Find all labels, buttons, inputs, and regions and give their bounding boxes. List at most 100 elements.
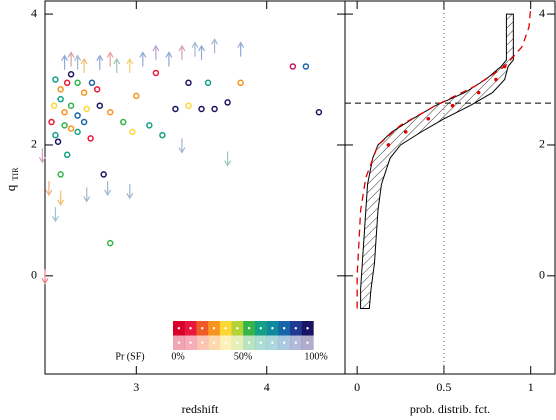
data-point [289,63,297,70]
colorbar-dot [282,327,286,330]
limit-arrow [38,148,46,164]
y-tick-label: 0 [539,268,545,282]
data-point [87,135,94,142]
limit-arrow [106,51,114,67]
limit-arrow [165,51,173,67]
y-tick-label: 2 [31,137,37,151]
median-point [386,143,391,147]
limit-arrow [74,54,82,70]
limit-arrow [211,38,219,54]
data-point [63,79,71,87]
colorbar-dot [189,341,192,344]
data-point [152,69,160,77]
data-point [129,128,136,136]
data-point [67,125,75,132]
limit-arrow [96,54,104,70]
data-point [52,76,59,83]
limit-arrow [126,184,134,200]
data-point [88,79,96,87]
data-point [48,118,55,126]
limit-arrow [237,41,245,57]
colorbar-tick-label: 0% [171,351,184,362]
colorbar-dot [247,327,251,330]
colorbar-dot [294,341,298,344]
x-axis-title: prob. distrib. fct. [410,402,490,416]
data-point [61,122,68,129]
colorbar-dot [247,341,251,344]
colorbar-dot [236,327,239,330]
data-point [54,138,62,145]
data-point [80,118,88,126]
y-tick-label: 4 [31,6,37,20]
colorbar-tick-label: 50% [234,351,252,362]
colorbar-dot [271,327,274,330]
x-tick-label: 3 [133,380,139,394]
data-point [204,79,212,87]
colorbar-dot [212,341,216,344]
y-axis-title: q TIR [3,167,20,191]
colorbar-dot [201,341,204,344]
limit-arrow [178,44,186,60]
data-point [185,102,192,109]
limit-arrow [61,54,69,70]
data-point [61,108,68,116]
limit-arrow [51,207,59,223]
colorbar-dot [177,341,181,344]
data-point [120,118,127,126]
data-point [50,102,58,109]
limit-arrow [113,57,121,73]
x-tick-label: 1 [528,380,534,394]
data-point [57,171,64,178]
data-point [198,105,205,113]
colorbar-dot [259,341,262,344]
median-point [426,116,431,121]
x-axis-title: redshift [182,402,219,416]
colorbar-dot [306,327,309,330]
colorbar-dot [224,327,227,330]
data-point [96,102,104,109]
data-point [83,105,90,113]
colorbar-dot [212,327,216,330]
colorbar-dot [189,327,192,330]
data-point [57,86,64,93]
median-point [476,90,481,95]
colorbar-dot [177,327,181,330]
colorbar-dot [282,341,286,344]
data-point [93,86,101,93]
data-point [133,92,140,100]
limit-arrow [126,57,134,73]
y-axis-title-main: q [3,184,18,191]
data-point [146,122,153,129]
limit-arrow [57,190,65,206]
data-point [74,112,81,119]
data-point [302,63,310,70]
colorbar-tick-label: 100% [304,351,327,362]
colorbar-dot [259,327,262,330]
y-tick-label: 0 [31,268,37,282]
data-point [100,171,107,178]
data-point [172,105,179,113]
data-point [67,71,75,78]
data-point [74,128,81,136]
x-tick-label: 4 [264,380,270,394]
model-line [356,7,532,309]
limit-arrow [198,44,206,60]
limit-arrow [152,44,160,60]
x-tick-label: 0 [354,380,360,394]
colorbar-label: Pr (SF) [115,351,144,362]
y-axis-title-sub: TIR [11,167,20,181]
data-point [224,99,231,106]
limit-arrow [104,180,112,197]
limit-arrow [41,269,49,285]
colorbar-dot [236,341,239,344]
data-point [159,131,166,139]
median-point [494,77,498,82]
median-point [450,103,455,108]
data-point [237,79,244,87]
data-point [67,102,75,109]
limit-arrow [178,138,186,154]
data-point [63,151,71,159]
colorbar-dot [306,341,309,344]
median-point [403,130,408,134]
